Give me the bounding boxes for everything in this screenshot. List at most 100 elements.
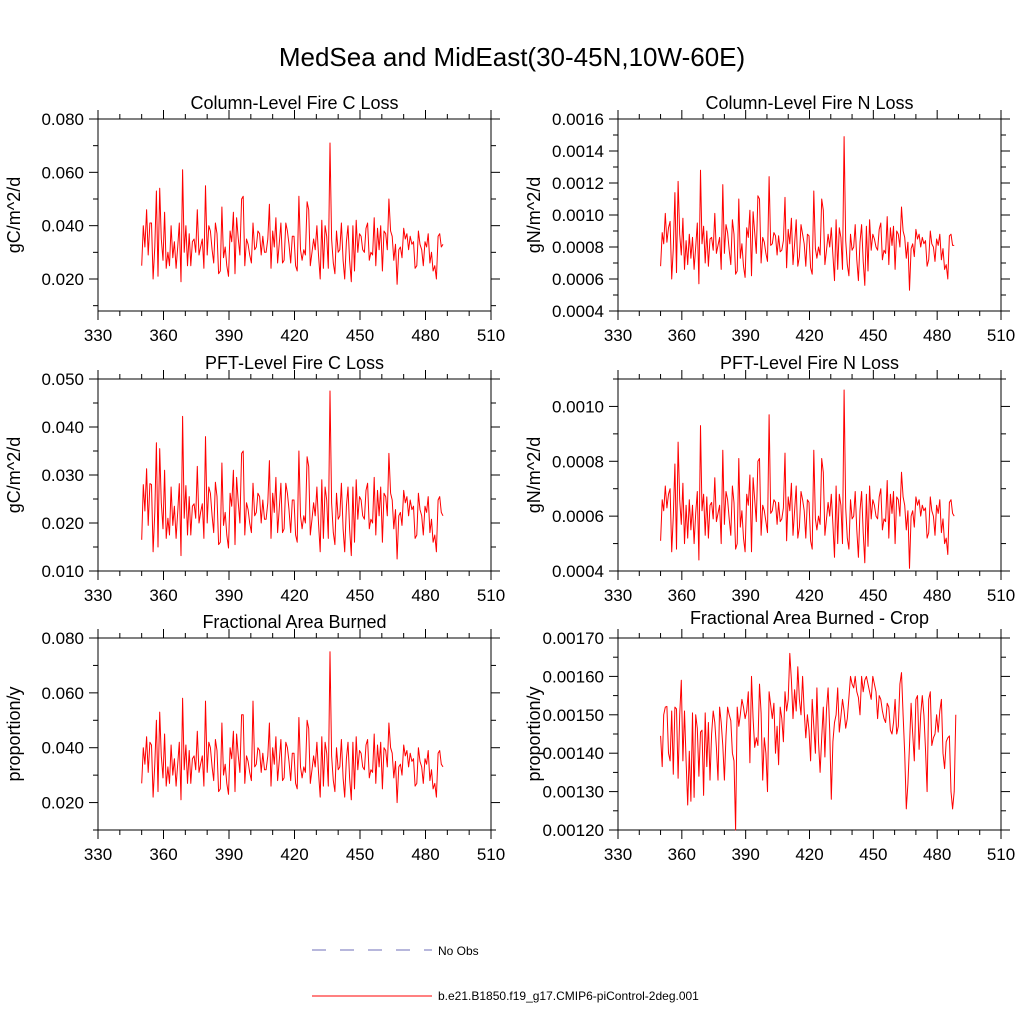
y-tick-label: 0.020 <box>41 794 84 813</box>
y-tick-label: 0.020 <box>41 270 84 289</box>
y-tick-label: 0.0010 <box>552 206 604 225</box>
y-tick-label: 0.0016 <box>552 110 604 129</box>
y-tick-label: 0.00170 <box>543 629 604 648</box>
x-tick-label: 450 <box>346 845 374 864</box>
y-tick-label: 0.060 <box>41 684 84 703</box>
y-tick-label: 0.040 <box>41 418 84 437</box>
y-tick-label: 0.0006 <box>552 507 604 526</box>
x-tick-label: 420 <box>795 326 823 345</box>
x-tick-label: 510 <box>477 586 505 605</box>
x-tick-label: 420 <box>795 586 823 605</box>
x-tick-label: 330 <box>604 845 632 864</box>
y-tick-label: 0.0004 <box>552 562 604 581</box>
x-tick-label: 420 <box>280 326 308 345</box>
chart-panel-2: Column-Level Fire N Loss gN/m^2/d 330 360 39… <box>524 93 1015 345</box>
x-tick-label: 360 <box>668 586 696 605</box>
x-tick-label: 480 <box>411 586 439 605</box>
x-tick-label: 330 <box>84 845 112 864</box>
x-tick-label: 510 <box>477 845 505 864</box>
y-tick-label: 0.050 <box>41 370 84 389</box>
panel-title: Column-Level Fire N Loss <box>705 93 913 113</box>
y-axis-label: proportion/y <box>4 686 24 781</box>
x-tick-label: 390 <box>215 586 243 605</box>
x-tick-label: 480 <box>923 586 951 605</box>
x-tick-label: 420 <box>280 586 308 605</box>
chart-panel-3: PFT-Level Fire C Loss gC/m^2/d 330 360 390 42… <box>4 353 505 605</box>
data-series-line <box>141 142 444 285</box>
x-tick-label: 330 <box>604 326 632 345</box>
x-tick-label: 450 <box>859 326 887 345</box>
y-tick-label: 0.0008 <box>552 238 604 257</box>
data-series-line <box>141 390 444 560</box>
y-tick-label: 0.00160 <box>543 667 604 686</box>
y-axis-label: gN/m^2/d <box>524 177 544 253</box>
x-tick-label: 480 <box>411 326 439 345</box>
x-tick-label: 360 <box>668 845 696 864</box>
chart-panel-5: Fractional Area Burned proportion/y 330 360… <box>4 612 505 864</box>
x-tick-label: 510 <box>987 586 1015 605</box>
y-tick-label: 0.080 <box>41 629 84 648</box>
x-tick-label: 330 <box>84 326 112 345</box>
chart-panel-1: Column-Level Fire C Loss gC/m^2/d 330 360 39… <box>4 93 505 345</box>
y-tick-label: 0.060 <box>41 163 84 182</box>
main-title: MedSea and MidEast(30-45N,10W-60E) <box>278 42 746 72</box>
y-tick-label: 0.080 <box>41 110 84 129</box>
x-tick-label: 480 <box>411 845 439 864</box>
x-tick-label: 390 <box>731 326 759 345</box>
chart-panel-4: PFT-Level Fire N Loss gN/m^2/d 330 360 390 42… <box>524 353 1015 605</box>
x-tick-label: 510 <box>987 845 1015 864</box>
x-tick-label: 480 <box>923 845 951 864</box>
y-tick-label: 0.0012 <box>552 174 604 193</box>
x-tick-label: 510 <box>477 326 505 345</box>
x-tick-label: 360 <box>149 326 177 345</box>
x-tick-label: 450 <box>859 586 887 605</box>
x-tick-label: 450 <box>346 586 374 605</box>
y-tick-label: 0.040 <box>41 739 84 758</box>
y-axis-label: gC/m^2/d <box>4 177 24 253</box>
x-tick-label: 360 <box>149 845 177 864</box>
x-tick-label: 390 <box>215 326 243 345</box>
x-tick-label: 510 <box>987 326 1015 345</box>
legend-label: No Obs <box>438 944 479 958</box>
x-tick-label: 420 <box>795 845 823 864</box>
x-tick-label: 450 <box>859 845 887 864</box>
data-series-line <box>660 136 955 291</box>
data-series-line <box>141 651 444 804</box>
x-tick-label: 420 <box>280 845 308 864</box>
y-tick-label: 0.00140 <box>543 744 604 763</box>
panel-title: Column-Level Fire C Loss <box>190 93 398 113</box>
y-axis-label: gN/m^2/d <box>524 437 544 513</box>
x-tick-label: 330 <box>604 586 632 605</box>
y-axis-label: proportion/y <box>524 686 544 781</box>
x-tick-label: 450 <box>346 326 374 345</box>
data-series-line <box>660 389 955 569</box>
y-axis-label: gC/m^2/d <box>4 437 24 513</box>
chart-panel-6: Fractional Area Burned - Crop proportion/… <box>524 608 1015 864</box>
x-tick-label: 390 <box>731 845 759 864</box>
y-tick-label: 0.0010 <box>552 397 604 416</box>
x-tick-label: 390 <box>215 845 243 864</box>
panel-title: PFT-Level Fire C Loss <box>205 353 384 373</box>
y-tick-label: 0.0006 <box>552 270 604 289</box>
y-tick-label: 0.040 <box>41 217 84 236</box>
legend-label: b.e21.B1850.f19_g17.CMIP6-piControl-2deg… <box>438 989 699 1003</box>
x-tick-label: 330 <box>84 586 112 605</box>
y-tick-label: 0.0004 <box>552 302 604 321</box>
x-tick-label: 480 <box>923 326 951 345</box>
y-tick-label: 0.020 <box>41 514 84 533</box>
panel-title: Fractional Area Burned <box>202 612 386 632</box>
y-tick-label: 0.0008 <box>552 452 604 471</box>
panel-title: Fractional Area Burned - Crop <box>690 608 929 628</box>
y-tick-label: 0.030 <box>41 466 84 485</box>
panel-title: PFT-Level Fire N Loss <box>720 353 899 373</box>
y-tick-label: 0.0014 <box>552 142 604 161</box>
y-tick-label: 0.010 <box>41 562 84 581</box>
y-tick-label: 0.00120 <box>543 821 604 840</box>
data-series-line <box>660 652 957 831</box>
y-tick-label: 0.00150 <box>543 706 604 725</box>
legend: No Obs b.e21.B1850.f19_g17.CMIP6-piContro… <box>312 944 699 1003</box>
x-tick-label: 390 <box>731 586 759 605</box>
x-tick-label: 360 <box>149 586 177 605</box>
x-tick-label: 360 <box>668 326 696 345</box>
